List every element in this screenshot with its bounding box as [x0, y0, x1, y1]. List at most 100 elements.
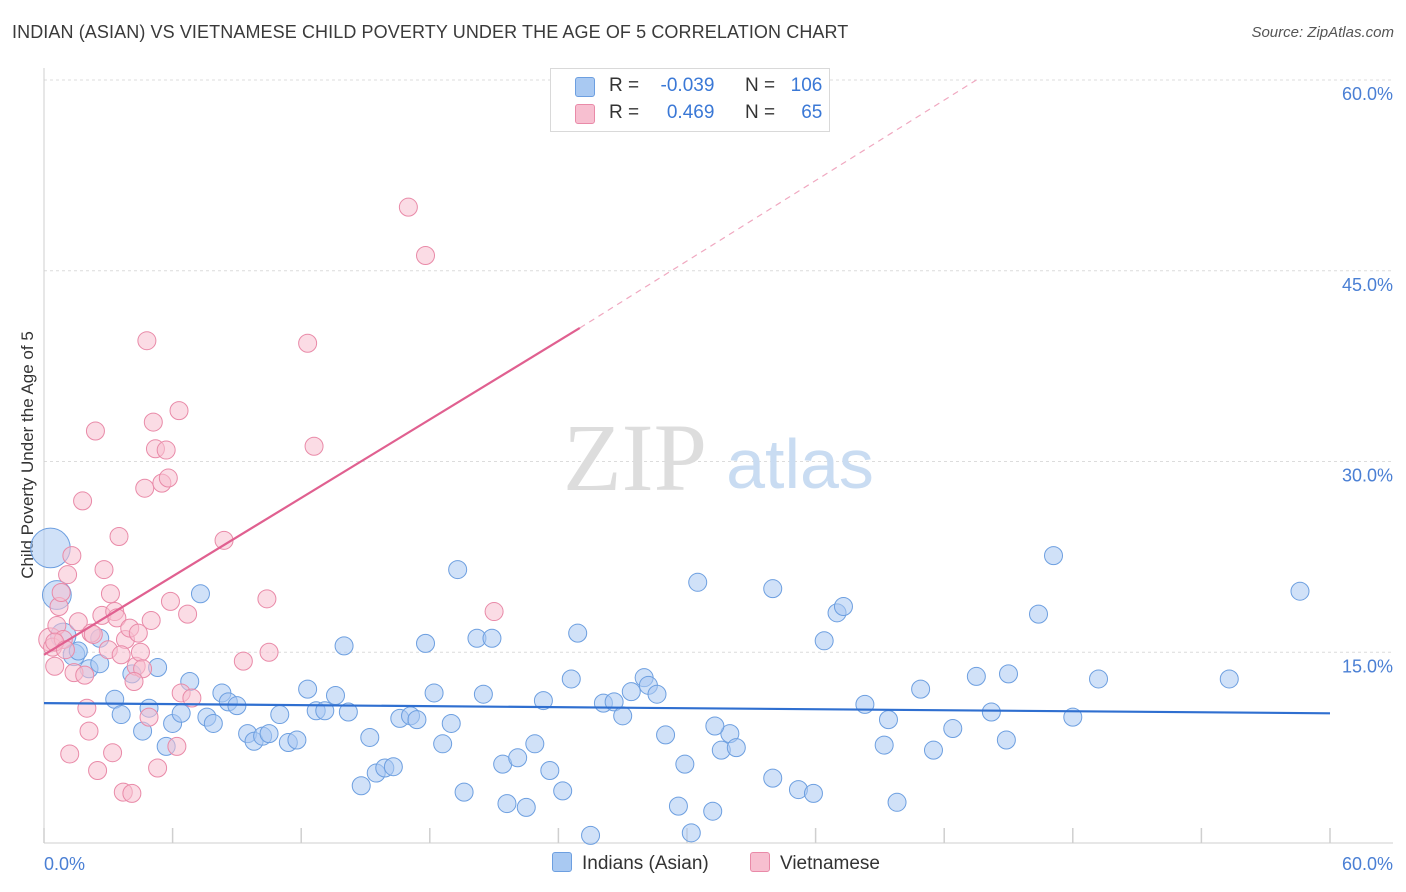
watermark-zip: ZIP [563, 404, 707, 511]
data-point [705, 716, 725, 736]
data-point [497, 794, 517, 814]
data-point [1029, 604, 1049, 624]
legend-n-label: N = [744, 75, 776, 96]
data-point [525, 734, 545, 754]
grid-lines [44, 79, 1393, 653]
data-point [128, 623, 148, 643]
data-point [79, 721, 99, 741]
chart-title: INDIAN (ASIAN) VS VIETNAMESE CHILD POVER… [12, 22, 849, 42]
data-point [448, 560, 468, 580]
legend-row-vietnamese: R = 0.469 N = 65 [551, 101, 829, 127]
data-point [58, 565, 78, 585]
data-point [726, 738, 746, 758]
data-point [604, 692, 624, 712]
data-point [88, 761, 108, 781]
data-point [1044, 546, 1064, 566]
data-point [943, 719, 963, 739]
x-tick-label: 60.0% [1342, 854, 1393, 874]
data-point [257, 589, 277, 609]
data-point [73, 491, 93, 511]
data-point [1219, 669, 1239, 689]
data-point [85, 421, 105, 441]
data-point [77, 698, 97, 718]
data-point [878, 710, 898, 730]
data-point [182, 688, 202, 708]
data-point [298, 333, 318, 353]
watermark: ZIP atlas [563, 404, 874, 511]
data-point [351, 776, 371, 796]
data-point [668, 796, 688, 816]
legend-r-value-indians: -0.039 [660, 75, 715, 96]
legend-r-value-vietnamese: 0.469 [666, 102, 715, 123]
bottom-legend-swatch-indians [552, 852, 572, 872]
data-point [190, 584, 210, 604]
legend-n-value-vietnamese: 65 [801, 102, 823, 123]
data-point [139, 707, 159, 727]
data-point [169, 401, 189, 421]
data-point [454, 782, 474, 802]
data-point [103, 743, 123, 763]
bottom-legend-label-vietnamese: Vietnamese [780, 853, 880, 874]
data-point [62, 546, 82, 566]
data-point [568, 623, 588, 643]
legend-r-label: R = [609, 102, 640, 123]
data-point [156, 440, 176, 460]
data-point [999, 664, 1018, 684]
data-point [540, 761, 560, 781]
data-point [360, 727, 380, 747]
data-point [484, 602, 504, 622]
data-point [233, 651, 253, 671]
y-tick-label: 15.0% [1342, 656, 1393, 676]
data-point [94, 560, 114, 580]
data-point [160, 591, 180, 611]
data-point [561, 669, 581, 689]
data-point [137, 331, 157, 351]
legend-swatch-vietnamese [575, 104, 595, 124]
data-point [681, 823, 701, 843]
bottom-legend-swatch-vietnamese [750, 852, 770, 872]
trend-lines [43, 79, 1331, 715]
watermark-atlas: atlas [726, 425, 874, 503]
data-point [203, 713, 223, 733]
data-point [130, 642, 150, 662]
data-point [45, 656, 65, 676]
data-point [763, 579, 783, 599]
data-point [874, 735, 894, 755]
data-point [75, 665, 95, 685]
data-point [416, 245, 436, 265]
data-point [30, 527, 71, 569]
legend-n-value-indians: 106 [790, 75, 823, 96]
bottom-legend-vietnamese: Vietnamese [750, 852, 880, 875]
y-tick-label: 30.0% [1342, 466, 1393, 486]
data-point [647, 684, 667, 704]
data-point [100, 584, 120, 604]
data-point [482, 628, 502, 648]
data-point [1063, 707, 1083, 727]
data-point [553, 781, 573, 801]
data-point [270, 705, 290, 725]
data-point [135, 478, 155, 498]
y-tick-label: 60.0% [1342, 84, 1393, 104]
data-point [158, 468, 178, 488]
x-tick-label: 0.0% [44, 854, 85, 874]
data-point [433, 734, 453, 754]
data-point [90, 654, 110, 674]
data-point [923, 740, 943, 760]
series-vietnamese-points [38, 197, 504, 803]
data-point [981, 702, 1001, 722]
data-point [167, 736, 187, 756]
data-point [407, 710, 427, 730]
data-point [325, 685, 345, 705]
data-point [833, 596, 853, 616]
data-point [581, 825, 601, 845]
data-point [398, 197, 418, 217]
data-point [55, 640, 75, 660]
data-point [966, 666, 986, 686]
legend-row-indians: R = -0.039 N = 106 [551, 74, 829, 100]
data-point [911, 679, 931, 699]
data-point [259, 724, 279, 744]
data-point [516, 797, 536, 817]
source-label: Source: ZipAtlas.com [1251, 24, 1394, 41]
data-point [111, 645, 131, 665]
